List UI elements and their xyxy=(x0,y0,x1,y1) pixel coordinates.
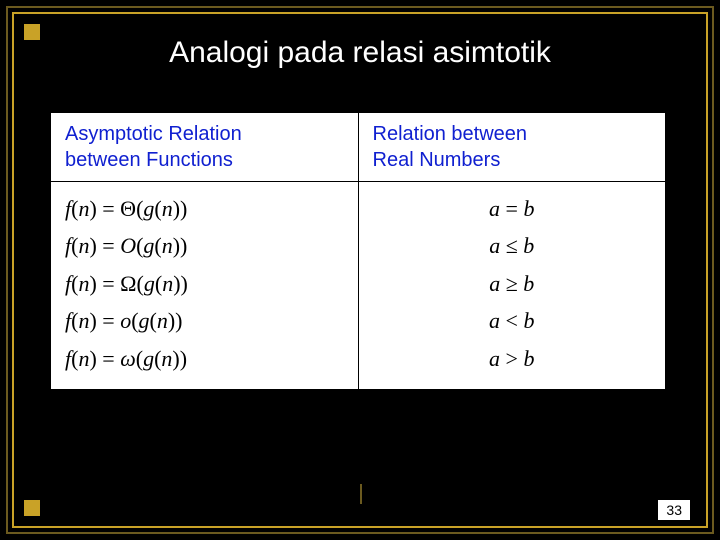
analogy-table: Asymptotic Relationbetween Functions Rel… xyxy=(50,112,666,390)
table-body-row: f(n) = Θ(g(n)) f(n) = O(g(n)) f(n) = Ω(g… xyxy=(51,182,666,390)
real-row-2: a ≤ b xyxy=(373,227,652,264)
cell-functions: f(n) = Θ(g(n)) f(n) = O(g(n)) f(n) = Ω(g… xyxy=(51,182,359,390)
real-row-1: a = b xyxy=(373,190,652,227)
analogy-table-container: Asymptotic Relationbetween Functions Rel… xyxy=(50,112,666,390)
header-right-line1: Relation betweenReal Numbers xyxy=(373,123,528,171)
slide-title: Analogi pada relasi asimtotik xyxy=(0,36,720,70)
fn-row-2: f(n) = O(g(n)) xyxy=(65,227,344,264)
fn-row-1: f(n) = Θ(g(n)) xyxy=(65,190,344,227)
cell-reals: a = b a ≤ b a ≥ b a < b a > b xyxy=(358,182,666,390)
fn-row-4: f(n) = o(g(n)) xyxy=(65,302,344,339)
real-row-4: a < b xyxy=(373,302,652,339)
header-real-numbers: Relation betweenReal Numbers xyxy=(358,113,666,182)
corner-accent-bottom xyxy=(24,500,40,516)
header-asymptotic: Asymptotic Relationbetween Functions xyxy=(51,113,359,182)
real-row-3: a ≥ b xyxy=(373,265,652,302)
header-left-line1: Asymptotic Relationbetween Functions xyxy=(65,123,242,171)
footer-separator xyxy=(360,484,362,504)
fn-row-5: f(n) = ω(g(n)) xyxy=(65,340,344,377)
table-header-row: Asymptotic Relationbetween Functions Rel… xyxy=(51,113,666,182)
page-number: 33 xyxy=(658,500,690,520)
real-row-5: a > b xyxy=(373,340,652,377)
fn-row-3: f(n) = Ω(g(n)) xyxy=(65,265,344,302)
